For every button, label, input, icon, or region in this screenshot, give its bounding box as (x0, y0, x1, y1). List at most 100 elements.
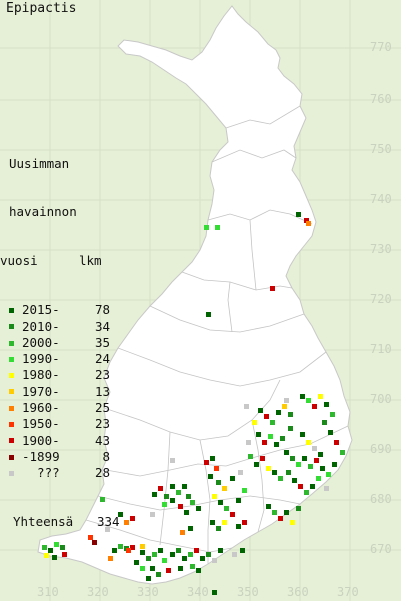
observation-square (224, 506, 229, 511)
observation-square (306, 398, 311, 403)
observation-square (296, 506, 301, 511)
observation-square (118, 512, 123, 517)
x-axis-label: 370 (337, 585, 359, 599)
observation-square (230, 512, 235, 517)
observation-square (176, 490, 181, 495)
observation-square (200, 556, 205, 561)
y-axis-label: 730 (370, 242, 392, 256)
observation-square (230, 476, 235, 481)
observation-square (150, 566, 155, 571)
observation-square (52, 555, 57, 560)
observation-square (156, 572, 161, 577)
observation-square (308, 464, 313, 469)
observation-square (328, 430, 333, 435)
legend-label: 1950- (22, 416, 60, 432)
observation-square (284, 450, 289, 455)
observation-square (182, 556, 187, 561)
observation-square (105, 527, 110, 532)
observation-square (306, 440, 311, 445)
observation-square (164, 494, 169, 499)
legend-count: 78 (94, 302, 110, 318)
observation-square (140, 566, 145, 571)
observation-square (42, 545, 47, 550)
observation-square (330, 412, 335, 417)
legend-count: 25 (94, 400, 110, 416)
observation-square (204, 225, 209, 230)
observation-square (194, 548, 199, 553)
x-axis-label: 360 (287, 585, 309, 599)
legend-swatch (9, 421, 14, 427)
observation-square (254, 462, 259, 467)
observation-square (296, 462, 301, 467)
observation-square (212, 590, 217, 595)
legend-count: 8 (102, 448, 110, 464)
legend-label: 1960- (22, 400, 60, 416)
observation-square (278, 516, 283, 521)
x-axis-label: 350 (237, 585, 259, 599)
observation-square (310, 484, 315, 489)
observation-square (212, 558, 217, 563)
observation-square (146, 576, 151, 581)
y-axis-label: 690 (370, 442, 392, 456)
legend-label: 2000- (22, 334, 60, 350)
observation-square (190, 564, 195, 569)
observation-square (316, 476, 321, 481)
legend-total-label: Yhteensä (13, 514, 74, 530)
observation-square (140, 550, 145, 555)
y-axis-label: 680 (370, 492, 392, 506)
observation-square (300, 432, 305, 437)
observation-square (304, 490, 309, 495)
observation-square (324, 402, 329, 407)
observation-square (54, 542, 59, 547)
observation-square (270, 420, 275, 425)
observation-square (214, 466, 219, 471)
observation-square (88, 535, 93, 540)
y-axis-label: 700 (370, 392, 392, 406)
y-axis-label: 670 (370, 542, 392, 556)
observation-square (318, 452, 323, 457)
observation-square (274, 442, 279, 447)
legend-label: 1980- (22, 367, 60, 383)
legend-swatch (9, 405, 14, 411)
observation-square (270, 286, 275, 291)
legend-row: 1980- 23 (9, 367, 120, 383)
legend-swatch (9, 340, 14, 346)
observation-square (216, 526, 221, 531)
observation-square (322, 420, 327, 425)
observation-square (284, 398, 289, 403)
observation-square (152, 552, 157, 557)
legend-count: 43 (94, 432, 110, 448)
observation-square (240, 548, 245, 553)
observation-square (44, 553, 49, 558)
observation-square (218, 500, 223, 505)
observation-square (302, 456, 307, 461)
observation-square (252, 420, 257, 425)
legend-count: 28 (94, 465, 110, 481)
observation-square (266, 504, 271, 509)
legend-row: 2000- 35 (9, 335, 120, 351)
observation-square (204, 460, 209, 465)
observation-square (216, 480, 221, 485)
observation-square (60, 545, 65, 550)
observation-square (326, 472, 331, 477)
observation-square (152, 492, 157, 497)
observation-square (318, 394, 323, 399)
observation-square (170, 484, 175, 489)
observation-square (242, 520, 247, 525)
legend-row: 1950- 23 (9, 416, 120, 432)
observation-square (264, 414, 269, 419)
observation-square (118, 544, 123, 549)
legend-count: 23 (94, 367, 110, 383)
observation-square (242, 488, 247, 493)
observation-square (260, 456, 265, 461)
legend-row: 2010- 34 (9, 319, 120, 335)
observation-square (222, 520, 227, 525)
observation-square (178, 504, 183, 509)
observation-square (290, 456, 295, 461)
observation-square (332, 462, 337, 467)
observation-square (178, 566, 183, 571)
observation-square (162, 558, 167, 563)
y-axis-label: 740 (370, 192, 392, 206)
observation-square (272, 470, 277, 475)
observation-square (212, 494, 217, 499)
